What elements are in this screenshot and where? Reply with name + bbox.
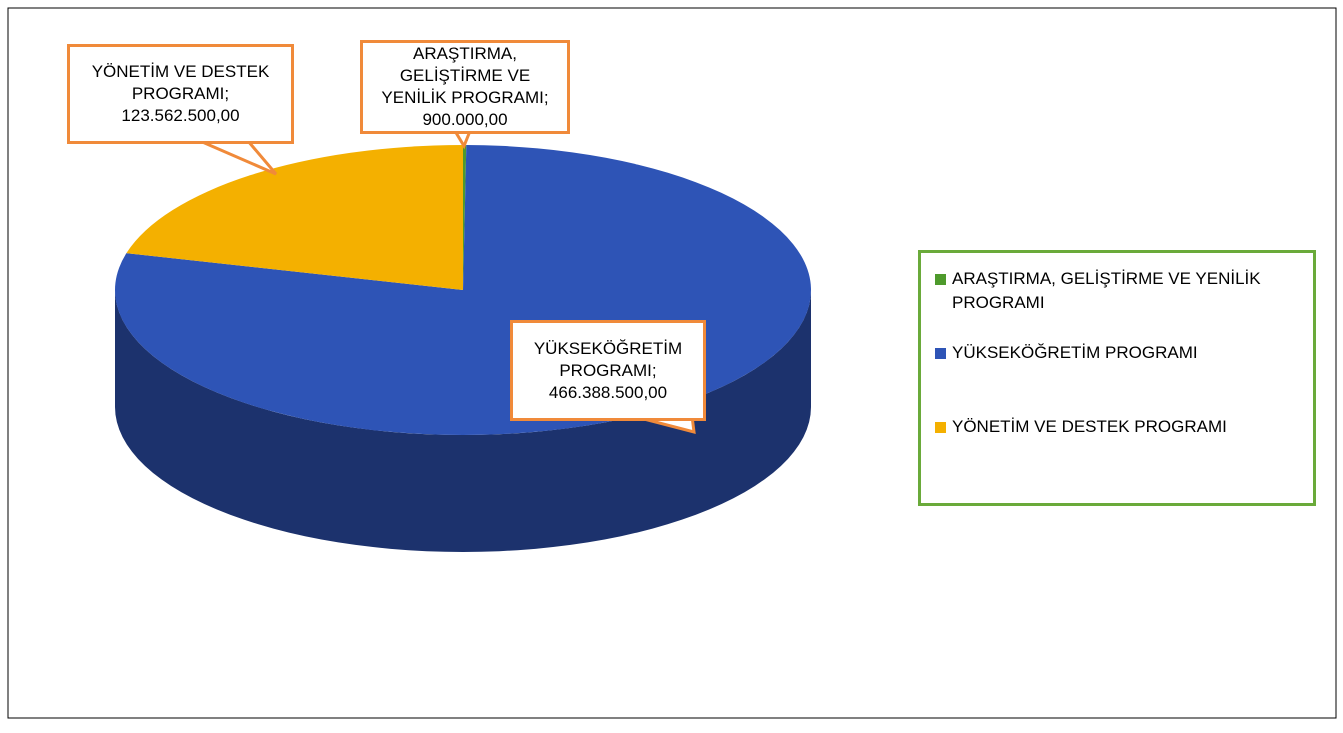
legend-swatch [935,274,946,285]
pie [115,145,812,552]
label-separator: ; [224,84,230,103]
slice-side [115,290,811,552]
legend-label: ARAŞTIRMA, GELİŞTİRME VE YENİLİK PROGRAM… [952,269,1261,312]
legend-swatch [935,348,946,359]
label-value: 900.000,00 [422,110,508,129]
label-name: YÖNETİM VE DESTEK PROGRAMI [91,62,270,103]
legend-item: ARAŞTIRMA, GELİŞTİRME VE YENİLİK PROGRAM… [935,267,1305,315]
legend: ARAŞTIRMA, GELİŞTİRME VE YENİLİK PROGRAM… [918,250,1316,506]
label-separator: ; [651,360,657,380]
slice [126,145,464,290]
legend-label: YÖNETİM VE DESTEK PROGRAMI [952,417,1227,436]
legend-swatch [935,422,946,433]
label-name: YÜKSEKÖĞRETİM PROGRAMI [533,338,683,380]
label-value: 123.562.500,00 [121,106,240,125]
data-label: ARAŞTIRMA, GELİŞTİRME VE YENİLİK PROGRAM… [360,40,570,134]
label-value: 466.388.500,00 [548,382,668,402]
legend-item: YÜKSEKÖĞRETİM PROGRAMI [935,341,1305,365]
slice [463,145,467,290]
data-label: YÜKSEKÖĞRETİM PROGRAMI; 466.388.500,00 [510,320,706,421]
legend-label: YÜKSEKÖĞRETİM PROGRAMI [952,343,1198,362]
label-name: ARAŞTIRMA, GELİŞTİRME VE YENİLİK PROGRAM… [381,44,544,107]
legend-item: YÖNETİM VE DESTEK PROGRAMI [935,415,1305,439]
data-label: YÖNETİM VE DESTEK PROGRAMI; 123.562.500,0… [67,44,294,144]
label-separator: ; [543,88,549,107]
